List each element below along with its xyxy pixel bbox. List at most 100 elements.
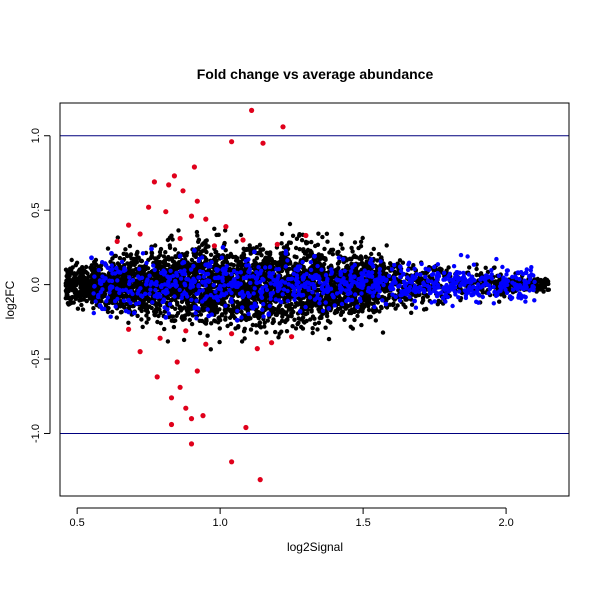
highlight-point <box>303 304 308 310</box>
background-point <box>196 262 202 268</box>
background-point <box>169 233 174 238</box>
background-point <box>371 246 376 252</box>
background-point <box>256 312 262 317</box>
highlight-point <box>451 264 457 269</box>
background-point <box>241 329 247 334</box>
highlight-point <box>314 272 319 278</box>
highlight-point <box>222 283 227 288</box>
highlight-point <box>463 277 468 282</box>
background-point <box>474 266 479 272</box>
background-point <box>99 298 104 304</box>
background-point <box>63 281 68 286</box>
highlight-point <box>434 273 439 279</box>
highlight-point <box>458 252 464 258</box>
highlight-point <box>496 273 502 278</box>
highlight-point <box>480 294 485 300</box>
background-point <box>170 237 175 242</box>
background-point <box>296 316 301 321</box>
background-point <box>257 242 263 247</box>
background-point <box>185 260 190 265</box>
highlight-point <box>429 300 434 305</box>
background-point <box>276 335 281 340</box>
highlight-point <box>325 289 330 295</box>
background-point <box>535 283 541 288</box>
background-point <box>322 246 327 252</box>
background-point <box>223 310 228 315</box>
highlight-point <box>110 271 115 276</box>
highlight-point <box>143 291 148 296</box>
highlight-point <box>494 256 499 262</box>
highlight-point <box>171 273 176 279</box>
highlight-point <box>526 280 531 285</box>
background-point <box>144 307 149 313</box>
highlight-point <box>390 292 395 297</box>
background-point <box>247 243 252 248</box>
highlight-point <box>267 264 273 270</box>
highlight-point <box>224 264 229 269</box>
highlight-point <box>152 281 157 286</box>
background-point <box>193 254 198 260</box>
highlight-point <box>126 298 131 303</box>
highlight-point <box>471 284 476 290</box>
highlight-point <box>376 293 381 299</box>
highlight-point <box>165 307 170 312</box>
background-point <box>299 238 305 243</box>
background-point <box>352 240 358 245</box>
highlight-point <box>194 291 199 297</box>
background-point <box>87 296 93 301</box>
highlight-point <box>144 260 149 266</box>
highlight-point <box>263 265 268 270</box>
background-point <box>271 261 276 266</box>
highlight-point <box>185 294 190 299</box>
highlight-point <box>371 290 377 295</box>
highlight-point <box>202 297 207 302</box>
background-point <box>284 243 290 248</box>
highlight-point <box>174 270 179 276</box>
highlight-point <box>348 278 353 283</box>
highlight-point <box>361 271 366 277</box>
highlight-point <box>103 262 108 268</box>
background-point <box>338 242 344 247</box>
background-point <box>182 305 187 310</box>
highlight-point <box>260 276 265 281</box>
highlight-point <box>339 301 345 307</box>
background-point <box>397 258 403 263</box>
background-point <box>73 283 78 288</box>
highlight-point <box>139 275 145 280</box>
highlight-points <box>89 245 537 323</box>
highlight-point <box>388 287 394 292</box>
background-point <box>167 245 173 250</box>
background-point <box>233 258 239 263</box>
background-point <box>293 245 299 251</box>
background-point <box>195 233 200 238</box>
background-point <box>126 320 131 325</box>
background-point <box>115 235 121 240</box>
highlight-point <box>172 294 177 299</box>
background-point <box>324 313 330 319</box>
background-point <box>269 308 274 313</box>
background-point <box>103 303 109 308</box>
highlight-point <box>96 293 101 298</box>
highlight-point <box>515 283 520 288</box>
background-point <box>231 263 236 268</box>
background-point <box>355 313 360 319</box>
background-point <box>420 295 426 301</box>
background-point <box>290 324 295 329</box>
background-point <box>149 254 154 259</box>
background-point <box>63 267 69 272</box>
highlight-point <box>220 278 225 284</box>
highlight-point <box>414 272 420 277</box>
highlight-point <box>292 297 297 302</box>
highlight-point <box>491 284 496 290</box>
background-point <box>105 309 111 315</box>
background-point <box>251 262 256 267</box>
highlight-point <box>114 286 120 291</box>
highlight-point <box>259 295 265 300</box>
background-point <box>302 320 307 325</box>
background-point <box>254 292 260 297</box>
background-point <box>220 312 225 317</box>
highlight-point <box>243 258 248 264</box>
highlight-point <box>197 288 202 294</box>
background-point <box>207 303 213 308</box>
highlight-point <box>349 269 354 274</box>
